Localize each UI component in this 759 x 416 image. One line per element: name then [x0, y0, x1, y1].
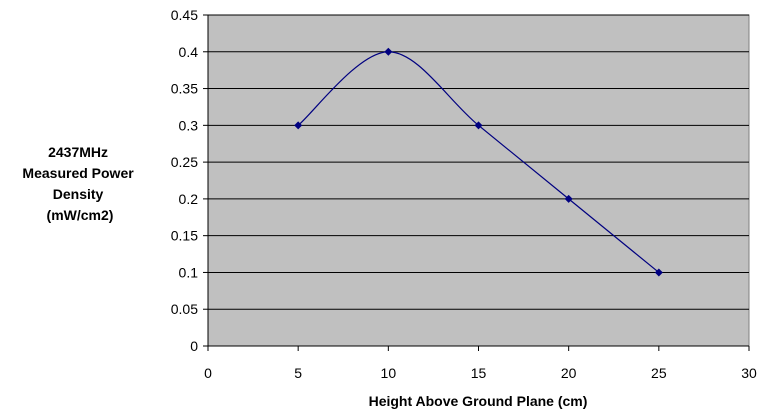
y-axis-title-line: (mW/cm2): [47, 207, 114, 223]
y-tick-label: 0.2: [179, 191, 199, 207]
y-tick-label: 0.4: [179, 44, 199, 60]
x-tick-label: 10: [381, 365, 397, 381]
x-tick-labels: 0 5 10 15 20 25 30: [204, 365, 757, 381]
data-point-marker: [294, 121, 303, 130]
x-tick-label: 0: [204, 365, 212, 381]
plot-area: [207, 14, 750, 347]
y-tick-label: 0.3: [179, 117, 199, 133]
y-tick-label: 0.35: [171, 81, 198, 97]
x-tick-label: 20: [561, 365, 577, 381]
x-tick-label: 30: [741, 365, 757, 381]
x-tick-label: 25: [651, 365, 667, 381]
y-tick-label: 0.1: [179, 264, 199, 280]
x-tick-label: 15: [471, 365, 487, 381]
y-tick-label: 0: [190, 338, 198, 354]
data-point-marker: [474, 121, 483, 130]
x-tick-label: 5: [294, 365, 302, 381]
axes: [207, 15, 750, 351]
y-tick-label: 0.45: [171, 7, 198, 23]
x-axis-title: Height Above Ground Plane (cm): [369, 393, 588, 409]
y-axis-title: 2437MHz Measured Power Density (mW/cm2): [22, 144, 137, 223]
data-point-marker: [654, 268, 663, 277]
data-point-marker: [564, 194, 573, 203]
y-tick-label: 0.15: [171, 228, 198, 244]
y-tick-label: 0.05: [171, 301, 198, 317]
y-tick-labels: 0 0.05 0.1 0.15 0.2 0.25 0.3 0.35 0.4 0.45: [171, 7, 198, 354]
markers-layer: [294, 47, 663, 277]
y-axis-title-line: Density: [53, 186, 104, 202]
y-axis-title-line: Measured Power: [22, 165, 134, 181]
data-point-marker: [384, 47, 393, 56]
y-axis-title-line: 2437MHz: [48, 144, 108, 160]
y-tick-label: 0.25: [171, 154, 198, 170]
